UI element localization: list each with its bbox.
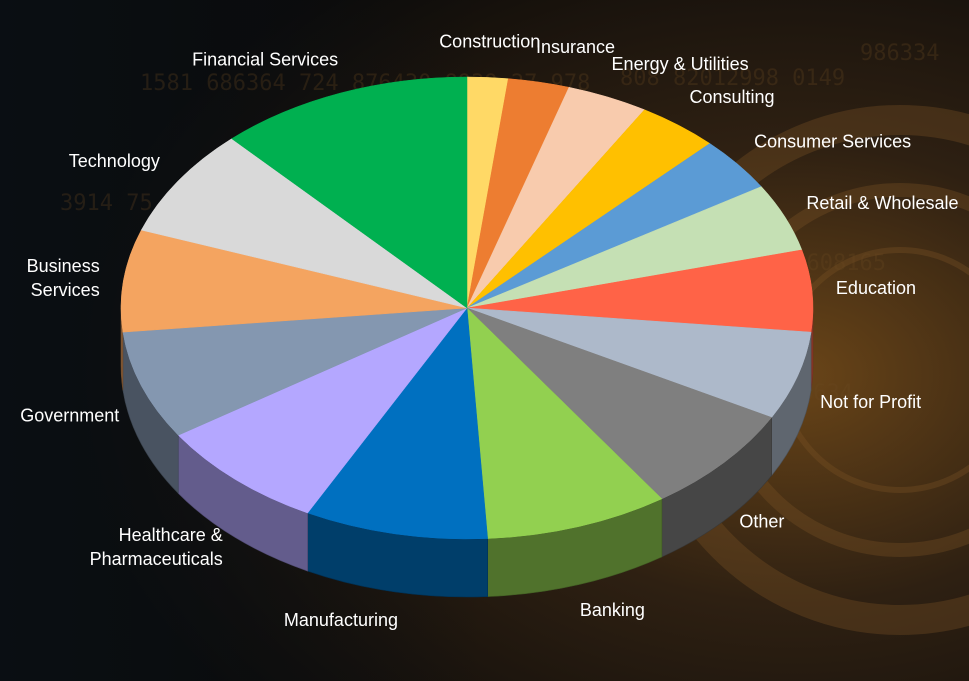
pie-slice-government: [122, 307, 468, 436]
label-line: Manufacturing: [284, 610, 398, 630]
label-consumer-services: Consumer Services: [754, 132, 911, 152]
label-line: Government: [20, 406, 119, 426]
label-manufacturing: Manufacturing: [284, 610, 398, 630]
pie-slice-business-services: [120, 229, 468, 333]
label-line: Insurance: [536, 37, 615, 57]
pie-slice-technology: [140, 138, 468, 309]
label-energy-and-utilities: Energy & Utilities: [612, 54, 749, 74]
label-line: Technology: [69, 151, 160, 171]
pie-slice-other: [466, 307, 773, 500]
pie-slice-not-for-profit: [466, 307, 812, 418]
label-business-services: Business Services: [27, 256, 100, 300]
label-line: Banking: [580, 600, 645, 620]
pie-slice-manufacturing: [307, 307, 488, 540]
label-government: Government: [20, 406, 119, 426]
label-construction: Construction: [439, 31, 540, 51]
pie-depth: [120, 307, 814, 598]
label-line: Consulting: [689, 87, 774, 107]
label-line: Financial Services: [192, 49, 338, 69]
pie-slice-banking: [466, 307, 663, 539]
pie-slice-healthcare-and-pharmaceuticals: [177, 307, 468, 514]
label-financial-services: Financial Services: [192, 49, 338, 69]
label-line: Retail & Wholesale: [806, 193, 958, 213]
label-line: Healthcare &: [119, 525, 223, 545]
label-line-2: Services: [31, 280, 100, 300]
label-insurance: Insurance: [536, 37, 615, 57]
label-not-for-profit: Not for Profit: [820, 392, 921, 412]
pie-slice-education: [466, 249, 814, 333]
label-line: Consumer Services: [754, 132, 911, 152]
label-line: Not for Profit: [820, 392, 921, 412]
label-banking: Banking: [580, 600, 645, 620]
label-line: Other: [739, 512, 784, 532]
pie-slice-financial-services: [231, 76, 468, 309]
svg-text:808 82012998 0149: 808 82012998 0149: [620, 66, 845, 91]
label-line: Business: [27, 256, 100, 276]
label-healthcare-and-pharmaceuticals: Healthcare & Pharmaceuticals: [90, 525, 223, 569]
label-line: Construction: [439, 31, 540, 51]
label-other: Other: [739, 512, 784, 532]
label-education: Education: [836, 278, 916, 298]
label-line-2: Pharmaceuticals: [90, 549, 223, 569]
label-retail-and-wholesale: Retail & Wholesale: [806, 193, 958, 213]
svg-text:986334: 986334: [860, 41, 939, 66]
pie-slices: [120, 76, 814, 540]
label-line: Energy & Utilities: [612, 54, 749, 74]
label-consulting: Consulting: [689, 87, 774, 107]
label-technology: Technology: [69, 151, 160, 171]
label-line: Education: [836, 278, 916, 298]
